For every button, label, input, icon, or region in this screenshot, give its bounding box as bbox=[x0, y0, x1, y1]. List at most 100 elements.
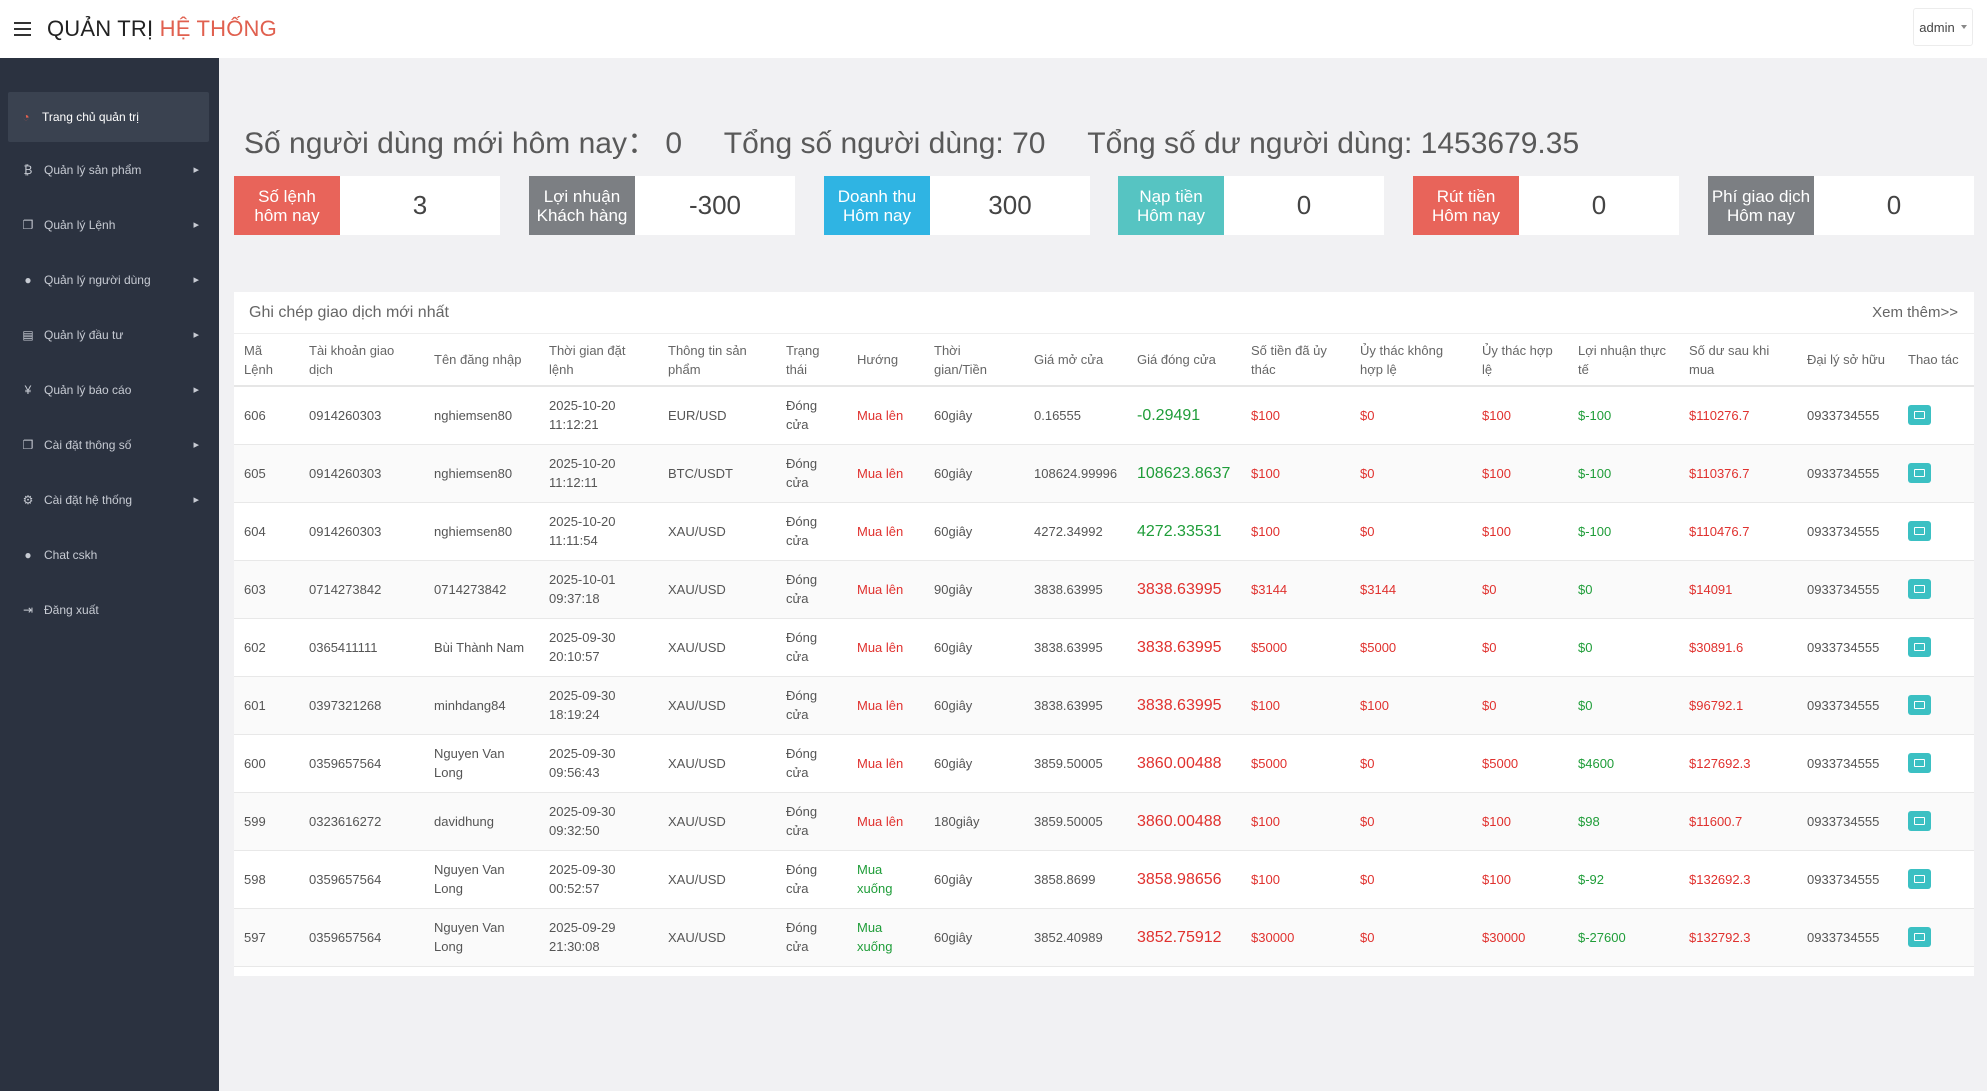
table-cell: $30891.6 bbox=[1679, 618, 1797, 677]
view-detail-button[interactable] bbox=[1908, 637, 1931, 657]
yen-icon: ¥ bbox=[24, 382, 32, 397]
recent-transactions-panel: Ghi chép giao dịch mới nhất Xem thêm>> M… bbox=[234, 292, 1974, 976]
table-row: 604 0914260303 nghiemsen80 2025-10-20 11:11… bbox=[234, 502, 1974, 561]
view-detail-button[interactable] bbox=[1908, 463, 1931, 483]
table-cell: Đóng cửa bbox=[776, 676, 847, 735]
view-detail-button[interactable] bbox=[1908, 927, 1931, 947]
top-header: QUẢN TRỊ HỆ THỐNG admin bbox=[0, 0, 1987, 58]
detail-icon bbox=[1914, 585, 1925, 593]
sidebar-item-8[interactable]: ● Chat cskh bbox=[0, 527, 219, 582]
column-header: Ủy thác hợp lệ bbox=[1472, 334, 1568, 387]
table-cell: 599 bbox=[234, 792, 299, 851]
chevron-right-icon: ▸ bbox=[193, 329, 199, 341]
detail-icon bbox=[1914, 875, 1925, 883]
table-cell: 60giây bbox=[924, 618, 1024, 677]
table-cell: 2025-10-01 09:37:18 bbox=[539, 560, 658, 619]
action-cell bbox=[1898, 676, 1974, 735]
view-detail-button[interactable] bbox=[1908, 695, 1931, 715]
view-detail-button[interactable] bbox=[1908, 869, 1931, 889]
panel-title: Ghi chép giao dịch mới nhất bbox=[249, 303, 449, 321]
sidebar-item-6[interactable]: ❐ Cài đặt thông số ▸ bbox=[0, 417, 219, 472]
column-header: Số dư sau khi mua bbox=[1679, 334, 1797, 387]
column-header: Thời gian/Tiền bbox=[924, 334, 1024, 387]
table-cell: $-27600 bbox=[1568, 908, 1679, 967]
table-cell: 2025-09-30 20:10:57 bbox=[539, 618, 658, 677]
see-more-link[interactable]: Xem thêm>> bbox=[1872, 304, 1958, 321]
sidebar-item-2[interactable]: ❐ Quản lý Lệnh ▸ bbox=[0, 197, 219, 252]
stat-card-0: Số lệnh hôm nay 3 bbox=[234, 176, 500, 235]
sidebar-item-5[interactable]: ¥ Quản lý báo cáo ▸ bbox=[0, 362, 219, 417]
table-row: 601 0397321268 minhdang84 2025-09-30 18:19:… bbox=[234, 676, 1974, 735]
table-row: 600 0359657564 Nguyen Van Long 2025-09-30 0… bbox=[234, 734, 1974, 793]
table-cell: Đóng cửa bbox=[776, 618, 847, 677]
table-cell: $100 bbox=[1350, 676, 1472, 735]
menu-toggle-icon[interactable] bbox=[14, 22, 31, 36]
sidebar-item-4[interactable]: ▤ Quản lý đầu tư ▸ bbox=[0, 307, 219, 362]
stat-card-label: Lợi nhuận Khách hàng bbox=[529, 176, 635, 235]
view-detail-button[interactable] bbox=[1908, 753, 1931, 773]
sidebar-item-0[interactable]: ◔ Trang chủ quản trị bbox=[8, 92, 209, 142]
user-menu-button[interactable]: admin bbox=[1913, 8, 1973, 46]
table-cell: $127692.3 bbox=[1679, 734, 1797, 793]
table-cell: Đóng cửa bbox=[776, 502, 847, 561]
chevron-right-icon: ▸ bbox=[193, 384, 199, 396]
chevron-right-icon: ▸ bbox=[193, 439, 199, 451]
detail-icon bbox=[1914, 817, 1925, 825]
transactions-table: Mã Lệnh Tài khoản giao dịch Tên đăng nhập T… bbox=[234, 334, 1974, 967]
table-cell: $100 bbox=[1241, 502, 1350, 561]
table-cell: 2025-09-30 09:32:50 bbox=[539, 792, 658, 851]
table-cell: $0 bbox=[1350, 386, 1472, 445]
stat-card-5: Phí giao dịch Hôm nay 0 bbox=[1708, 176, 1974, 235]
stat-card-1: Lợi nhuận Khách hàng -300 bbox=[529, 176, 795, 235]
table-cell: $0 bbox=[1350, 444, 1472, 503]
table-cell: $30000 bbox=[1472, 908, 1568, 967]
view-detail-button[interactable] bbox=[1908, 521, 1931, 541]
sidebar-item-9[interactable]: ⇥ Đăng xuất bbox=[0, 582, 219, 637]
table-cell: minhdang84 bbox=[424, 676, 539, 735]
sidebar-item-1[interactable]: ₿ Quản lý sản phẩm ▸ bbox=[0, 142, 219, 197]
table-cell: BTC/USDT bbox=[658, 444, 776, 503]
table-row: 597 0359657564 Nguyen Van Long 2025-09-29 2… bbox=[234, 908, 1974, 967]
sidebar-item-3[interactable]: ● Quản lý người dùng ▸ bbox=[0, 252, 219, 307]
view-detail-button[interactable] bbox=[1908, 579, 1931, 599]
table-row: 605 0914260303 nghiemsen80 2025-10-20 11:12… bbox=[234, 444, 1974, 503]
table-cell: $98 bbox=[1568, 792, 1679, 851]
table-cell: 0714273842 bbox=[299, 560, 424, 619]
table-cell: Đóng cửa bbox=[776, 850, 847, 909]
table-cell: 3838.63995 bbox=[1127, 618, 1241, 677]
table-cell: $110476.7 bbox=[1679, 502, 1797, 561]
table-cell: nghiemsen80 bbox=[424, 502, 539, 561]
column-header: Giá mở cửa bbox=[1024, 334, 1127, 387]
table-cell: 4272.34992 bbox=[1024, 502, 1127, 561]
table-cell: 0365411111 bbox=[299, 618, 424, 677]
table-cell: 2025-10-20 11:11:54 bbox=[539, 502, 658, 561]
table-cell: Mua xuống bbox=[847, 908, 924, 967]
copy-icon: ❐ bbox=[22, 437, 34, 452]
view-detail-button[interactable] bbox=[1908, 405, 1931, 426]
table-cell: Mua lên bbox=[847, 444, 924, 503]
table-cell: Mua lên bbox=[847, 792, 924, 851]
user-icon: ● bbox=[24, 272, 32, 287]
detail-icon bbox=[1914, 759, 1925, 767]
stat-card-value: 0 bbox=[1591, 190, 1607, 220]
table-row: 598 0359657564 Nguyen Van Long 2025-09-30 0… bbox=[234, 850, 1974, 909]
table-cell: XAU/USD bbox=[658, 908, 776, 967]
table-header-row: Mã Lệnh Tài khoản giao dịch Tên đăng nhập T… bbox=[234, 334, 1974, 387]
view-detail-button[interactable] bbox=[1908, 811, 1931, 831]
table-cell: XAU/USD bbox=[658, 734, 776, 793]
table-cell: 0933734555 bbox=[1797, 444, 1898, 503]
table-cell: 3838.63995 bbox=[1024, 560, 1127, 619]
table-cell: 0933734555 bbox=[1797, 734, 1898, 793]
table-cell: Mua lên bbox=[847, 502, 924, 561]
sidebar-item-label: Cài đặt hệ thống bbox=[44, 492, 133, 507]
table-cell: Nguyen Van Long bbox=[424, 908, 539, 967]
sidebar-item-7[interactable]: ⚙ Cài đặt hệ thống ▸ bbox=[0, 472, 219, 527]
detail-icon bbox=[1914, 411, 1925, 420]
column-header: Số tiền đã ủy thác bbox=[1241, 334, 1350, 387]
table-cell: 3852.75912 bbox=[1127, 908, 1241, 967]
column-header: Trạng thái bbox=[776, 334, 847, 387]
action-cell bbox=[1898, 908, 1974, 967]
table-cell: 598 bbox=[234, 850, 299, 909]
column-header: Giá đóng cửa bbox=[1127, 334, 1241, 387]
table-cell: XAU/USD bbox=[658, 560, 776, 619]
